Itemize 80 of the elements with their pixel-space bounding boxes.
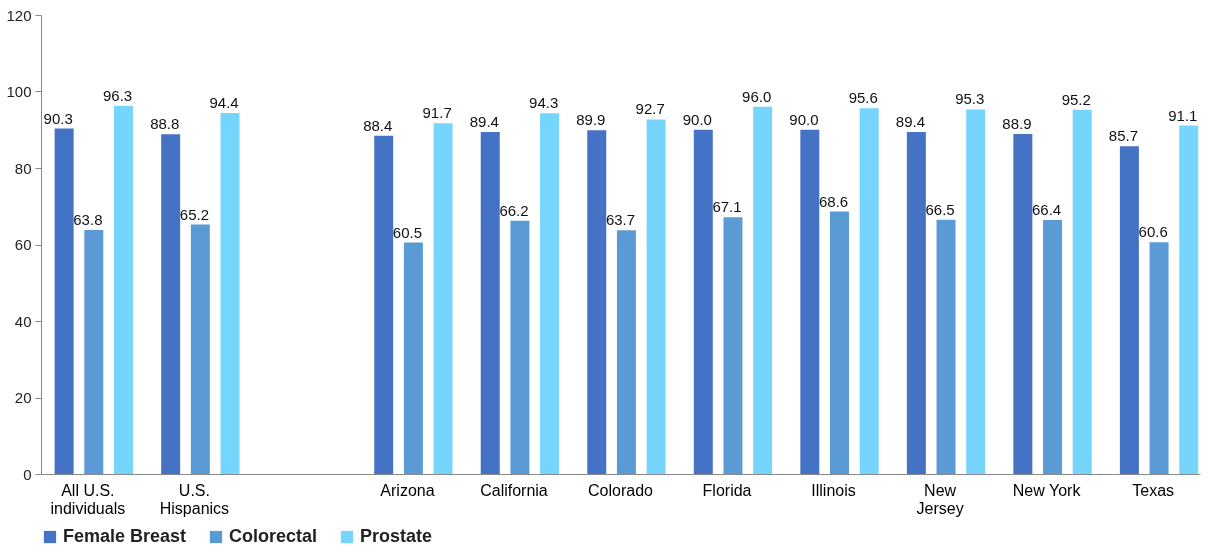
data-label: 88.4 [363, 116, 393, 134]
bar [84, 229, 104, 474]
x-tick-label: Texas [1132, 481, 1175, 499]
bar [616, 230, 636, 474]
bar [540, 113, 560, 474]
data-label: 67.1 [712, 198, 742, 216]
bar [220, 112, 240, 474]
data-label: 65.2 [179, 205, 209, 223]
bar [1149, 242, 1169, 474]
bar [800, 129, 820, 474]
bar [1013, 133, 1033, 474]
bar [1043, 220, 1063, 474]
data-label: 91.1 [1168, 106, 1198, 124]
y-tick-label: 100 [6, 83, 32, 100]
x-tick-label: U.S. Hispanics [159, 481, 230, 517]
bar [161, 134, 181, 474]
data-label: 94.4 [209, 93, 239, 111]
bar [480, 132, 500, 474]
x-tick-label: All U.S. individuals [50, 481, 126, 517]
data-label: 92.7 [635, 100, 665, 118]
x-tick-label: Illinois [811, 481, 856, 499]
bar [646, 119, 666, 474]
data-label: 96.3 [102, 86, 133, 104]
bar [403, 242, 423, 474]
bar [433, 123, 453, 474]
x-tick-label: Colorado [588, 481, 654, 499]
data-label: 89.4 [895, 113, 925, 131]
data-label: 95.2 [1061, 90, 1091, 108]
data-label: 89.4 [469, 113, 499, 131]
bar [753, 106, 773, 474]
bar [374, 135, 394, 474]
bar [906, 132, 926, 474]
y-tick-label: 40 [14, 312, 32, 330]
bar [936, 219, 956, 474]
y-tick-label: 0 [23, 465, 32, 483]
bar [1179, 125, 1199, 474]
bar [723, 217, 743, 474]
bar [190, 224, 210, 474]
data-label: 89.9 [576, 111, 606, 129]
legend-label: Female Breast [63, 526, 187, 546]
x-tick-label: New York [1012, 481, 1082, 499]
data-label: 85.7 [1108, 127, 1139, 145]
bar [1072, 109, 1092, 474]
data-label: 60.6 [1138, 223, 1168, 241]
data-label: 96.0 [742, 87, 772, 105]
bar [54, 128, 74, 474]
data-label: 68.6 [818, 192, 849, 210]
data-label: 90.3 [43, 109, 73, 127]
y-tick-label: 120 [6, 6, 32, 24]
bar [966, 109, 986, 474]
y-tick-label: 60 [14, 236, 32, 253]
data-label: 63.7 [605, 211, 636, 229]
bar [829, 211, 849, 474]
bar [859, 108, 879, 474]
data-label: 91.7 [422, 104, 452, 122]
bar [510, 220, 530, 474]
data-label: 88.8 [150, 115, 180, 133]
data-label: 66.5 [925, 200, 955, 218]
x-tick-label: Florida [702, 481, 752, 499]
x-tick-label: New Jersey [916, 481, 964, 517]
legend-label: Colorectal [229, 526, 318, 546]
y-tick-label: 80 [14, 159, 32, 177]
bar [693, 129, 713, 474]
data-label: 95.3 [955, 90, 985, 108]
data-label: 66.2 [499, 201, 529, 219]
x-tick-label: California [480, 481, 548, 499]
data-label: 94.3 [529, 94, 559, 112]
data-label: 90.0 [789, 110, 819, 128]
data-label: 60.5 [392, 223, 423, 241]
bar [587, 130, 607, 474]
legend-label: Prostate [360, 526, 433, 546]
data-label: 63.8 [73, 210, 103, 228]
bar [1119, 146, 1139, 474]
x-tick-label: Arizona [380, 481, 435, 499]
data-label: 66.4 [1032, 201, 1062, 219]
data-label: 95.6 [848, 89, 878, 107]
data-label: 90.0 [682, 110, 712, 128]
data-label: 88.9 [1002, 114, 1032, 132]
y-tick-label: 20 [14, 389, 32, 406]
bar [113, 105, 133, 474]
